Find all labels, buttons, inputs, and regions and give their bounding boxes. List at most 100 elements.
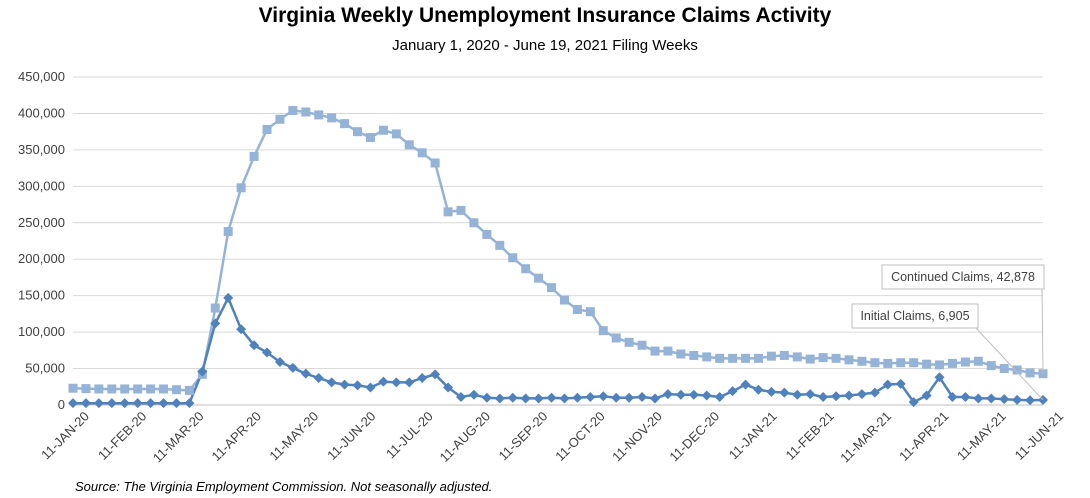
x-tick-label: 11-SEP-20 bbox=[496, 409, 551, 464]
continued-claims-point bbox=[792, 352, 802, 362]
initial-claims-point bbox=[986, 393, 997, 404]
continued-claims-point bbox=[508, 253, 518, 263]
continued-claims-point bbox=[417, 148, 427, 158]
x-tick-label: 11-APR-20 bbox=[209, 409, 264, 464]
continued-claims-point bbox=[702, 352, 712, 362]
continued-claims-point bbox=[391, 129, 401, 139]
continued-claims-point bbox=[676, 349, 686, 359]
initial-claims-point bbox=[818, 391, 829, 402]
continued-claims-point bbox=[249, 151, 259, 161]
y-tick-label: 250,000 bbox=[18, 215, 65, 230]
initial-claims-point bbox=[391, 377, 402, 388]
initial-claims-point bbox=[727, 386, 738, 397]
initial-claims-point bbox=[1025, 395, 1036, 406]
initial-claims-point bbox=[869, 387, 880, 398]
continued-claims-point bbox=[1012, 365, 1022, 375]
continued-claims-point bbox=[947, 358, 957, 368]
x-tick-label: 11-JAN-21 bbox=[726, 409, 780, 463]
initial-claims-point bbox=[792, 389, 803, 400]
x-tick-label: 11-MAR-21 bbox=[837, 409, 894, 466]
continued-claims-point bbox=[805, 354, 815, 364]
initial-claims-point bbox=[184, 398, 195, 409]
continued-claims-point bbox=[870, 358, 880, 368]
continued-claims-point bbox=[818, 353, 828, 363]
initial-claims-point bbox=[805, 389, 816, 400]
continued-claims-point bbox=[547, 283, 557, 293]
continued-claims-point bbox=[986, 361, 996, 371]
initial-claims-point bbox=[908, 397, 919, 408]
continued-claims-point bbox=[973, 356, 983, 366]
initial-claims-point bbox=[262, 347, 272, 358]
initial-claims-point bbox=[999, 394, 1010, 405]
initial-claims-point bbox=[572, 392, 583, 403]
continued-claims-point bbox=[831, 353, 841, 363]
initial-claims-point bbox=[430, 369, 441, 380]
series-markers bbox=[68, 106, 1048, 409]
initial-claims-point bbox=[158, 398, 169, 409]
initial-claims-point bbox=[93, 398, 104, 409]
series-lines bbox=[72, 109, 1044, 405]
continued-claims-point bbox=[81, 384, 91, 394]
initial-claims-point bbox=[960, 391, 971, 402]
initial-claims-point bbox=[443, 382, 454, 393]
continued-claims-point bbox=[288, 106, 298, 116]
initial-claims-point bbox=[456, 391, 466, 402]
continued-claims-point bbox=[262, 124, 272, 134]
continued-claims-point bbox=[133, 384, 143, 394]
initial-claims-point bbox=[274, 356, 285, 367]
initial-claims-point bbox=[688, 389, 699, 400]
chart-subtitle: January 1, 2020 - June 19, 2021 Filing W… bbox=[392, 37, 698, 54]
x-tick-label: 11-NOV-20 bbox=[609, 409, 665, 465]
continued-claims-point bbox=[223, 227, 233, 237]
x-tick-label: 11-APR-21 bbox=[896, 409, 951, 464]
gridlines bbox=[73, 76, 1043, 406]
initial-claims-point bbox=[546, 392, 557, 403]
x-tick-label: 11-FEB-21 bbox=[783, 409, 837, 463]
x-tick-label: 11-MAY-21 bbox=[954, 409, 1009, 464]
y-tick-label: 150,000 bbox=[18, 288, 65, 303]
initial-claims-point bbox=[675, 389, 686, 400]
continued-claims-line bbox=[72, 109, 1044, 392]
continued-claims-point bbox=[68, 383, 78, 393]
callout-leader-line bbox=[1041, 288, 1044, 374]
callout-box bbox=[881, 264, 1045, 290]
y-axis: 0 50,000 100,000 150,000 200,000 250,000 300,0… bbox=[18, 69, 65, 412]
initial-claims-point bbox=[624, 392, 635, 403]
continued-claims-point bbox=[637, 340, 647, 350]
initial-claims-point bbox=[145, 398, 156, 409]
initial-claims-point bbox=[417, 373, 428, 384]
initial-claims-point bbox=[740, 379, 751, 390]
initial-claims-point bbox=[921, 390, 932, 401]
continued-claims-point bbox=[456, 205, 466, 215]
y-tick-label: 0 bbox=[58, 397, 65, 412]
initial-claims-point bbox=[68, 398, 78, 409]
continued-claims-point bbox=[120, 384, 130, 394]
continued-claims-point bbox=[909, 358, 919, 368]
continued-claims-point bbox=[171, 385, 181, 395]
initial-claims-point bbox=[132, 398, 143, 409]
initial-claims-point bbox=[947, 391, 958, 402]
initial-claims-point bbox=[831, 391, 842, 402]
initial-claims-point bbox=[507, 392, 518, 403]
initial-claims-point bbox=[481, 392, 492, 403]
continued-claims-point bbox=[404, 140, 414, 150]
initial-claims-point bbox=[637, 391, 648, 402]
continued-claims-point bbox=[378, 125, 388, 135]
x-tick-label: 11-JUN-20 bbox=[324, 409, 378, 463]
continued-claims-point bbox=[94, 384, 104, 394]
initial-claims-point bbox=[119, 398, 130, 409]
initial-claims-point bbox=[701, 390, 712, 401]
x-tick-label: 11-JUL-20 bbox=[383, 409, 436, 462]
continued-claims-point bbox=[999, 364, 1009, 374]
x-tick-label: 11-DEC-20 bbox=[666, 409, 722, 465]
continued-claims-point bbox=[521, 264, 531, 274]
x-tick-label: 11-MAY-20 bbox=[266, 409, 321, 464]
continued-claims-point bbox=[340, 119, 350, 129]
chart-title: Virginia Weekly Unemployment Insurance C… bbox=[258, 4, 832, 27]
continued-claims-point bbox=[236, 183, 246, 193]
initial-claims-point bbox=[650, 393, 660, 404]
y-tick-label: 450,000 bbox=[18, 69, 65, 84]
continued-claims-point bbox=[896, 358, 906, 368]
y-tick-label: 50,000 bbox=[25, 361, 65, 376]
